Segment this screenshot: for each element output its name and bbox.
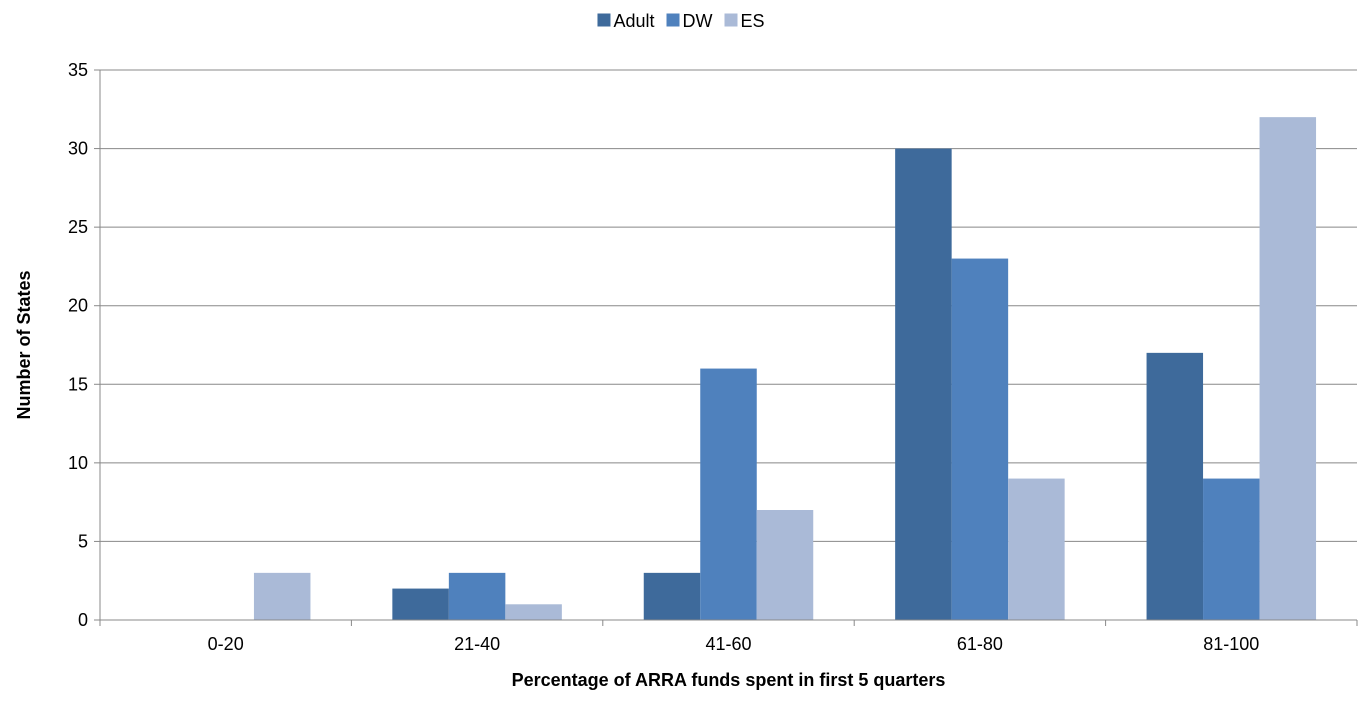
bar-adult-81-100 <box>1146 352 1204 620</box>
y-tick-label: 0 <box>78 610 88 630</box>
x-tick-label: 0-20 <box>208 634 244 654</box>
bar-es-41-60 <box>756 510 814 620</box>
x-tick-label: 61-80 <box>957 634 1003 654</box>
bar-dw-41-60 <box>700 368 757 620</box>
axes <box>99 70 1357 621</box>
x-axis-ticks: 0-20 21-40 41-60 61-80 81-100 <box>99 620 1358 654</box>
bar-adult-41-60 <box>643 572 701 620</box>
legend-label-dw: DW <box>683 11 713 31</box>
y-tick-label: 15 <box>68 374 88 394</box>
y-tick-label: 5 <box>78 531 88 551</box>
legend-label-es: ES <box>741 11 765 31</box>
bars <box>253 117 1317 621</box>
x-axis-title: Percentage of ARRA funds spent in first … <box>512 670 946 690</box>
bar-es-61-80 <box>1008 478 1065 620</box>
y-tick-label: 25 <box>68 217 88 237</box>
x-tick-label: 81-100 <box>1203 634 1259 654</box>
bar-adult-61-80 <box>895 148 952 621</box>
bar-es-81-100 <box>1259 117 1317 621</box>
y-tick-label: 30 <box>68 139 88 159</box>
x-tick-label: 41-60 <box>705 634 751 654</box>
bar-dw-81-100 <box>1203 478 1260 620</box>
legend-label-adult: Adult <box>613 11 654 31</box>
x-tick-label: 21-40 <box>454 634 500 654</box>
bar-dw-21-40 <box>448 572 506 620</box>
y-tick-label: 10 <box>68 453 88 473</box>
y-axis-ticks: 0 5 10 15 20 25 30 35 <box>68 60 100 630</box>
bar-adult-21-40 <box>392 588 449 620</box>
y-tick-label: 35 <box>68 60 88 80</box>
bar-dw-61-80 <box>951 258 1009 620</box>
bar-es-21-40 <box>505 604 562 620</box>
y-axis-title: Number of States <box>14 270 34 419</box>
legend-swatch-dw <box>666 13 680 27</box>
legend-swatch-es <box>724 13 738 27</box>
legend-swatch-adult <box>597 13 611 27</box>
legend: Adult DW ES <box>597 11 765 31</box>
y-tick-label: 20 <box>68 296 88 316</box>
bar-es-0-20 <box>253 572 311 620</box>
